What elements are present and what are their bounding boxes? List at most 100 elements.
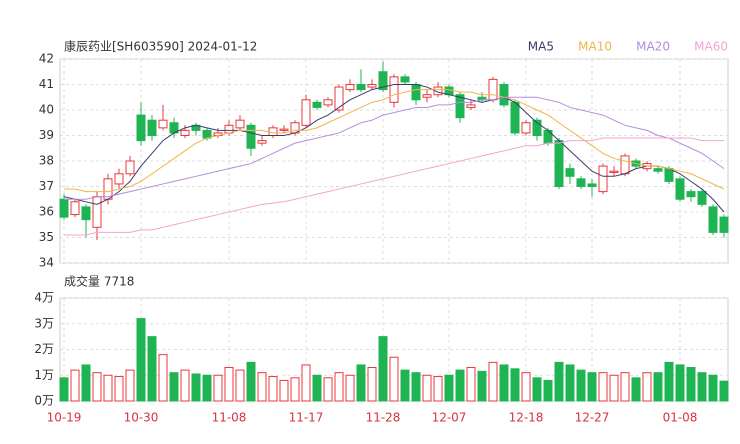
- ma-line: [64, 137, 724, 236]
- volume-bar: [598, 372, 608, 402]
- volume-bar: [345, 374, 355, 402]
- x-tick-label: 11-08: [212, 411, 247, 425]
- candle-body: [367, 84, 377, 88]
- candle-body: [279, 128, 289, 131]
- candle-body: [246, 124, 256, 149]
- candle-body: [455, 94, 465, 119]
- volume-bar: [653, 372, 663, 402]
- volume-bar: [70, 369, 80, 402]
- candle-body: [334, 86, 344, 111]
- volume-bar: [180, 369, 190, 402]
- candle-body: [268, 127, 278, 136]
- volume-bar: [664, 361, 674, 402]
- volume-bar: [708, 374, 718, 402]
- y-tick-label: 38: [39, 154, 54, 168]
- legend-entry: MA20: [636, 40, 670, 54]
- volume-bar: [422, 374, 432, 402]
- volume-bar: [191, 373, 201, 402]
- volume-bar: [59, 377, 69, 402]
- y-tick-label: 41: [39, 77, 54, 91]
- candle-body: [532, 119, 542, 136]
- candle-body: [609, 170, 619, 173]
- volume-bar: [554, 361, 564, 402]
- volume-bar: [158, 354, 168, 402]
- ma-line: [64, 89, 725, 193]
- candle-body: [521, 122, 531, 134]
- volume-bar: [224, 367, 234, 402]
- volume-bar: [103, 374, 113, 402]
- volume-bar: [323, 377, 333, 402]
- volume-bar: [356, 364, 366, 402]
- candle-body: [235, 119, 245, 129]
- x-tick-label: 12-07: [432, 411, 467, 425]
- volume-bar: [246, 361, 256, 402]
- candle-body: [400, 76, 410, 83]
- candle-body: [378, 71, 388, 91]
- volume-bar: [389, 356, 399, 402]
- volume-bar: [378, 336, 388, 402]
- candle-body: [125, 160, 135, 175]
- volume-bar: [697, 372, 707, 402]
- chart-title: 康辰药业[SH603590] 2024-01-12: [64, 39, 257, 54]
- candle-body: [323, 99, 333, 106]
- y-tick-label: 37: [39, 179, 54, 193]
- candle-body: [345, 84, 355, 91]
- candle-body: [136, 114, 146, 142]
- y-tick-label: 35: [39, 230, 54, 244]
- volume-bar: [510, 368, 520, 402]
- candle-body: [92, 196, 102, 228]
- volume-bar: [202, 374, 212, 402]
- volume-bar: [114, 376, 124, 402]
- legend-entry: MA60: [694, 40, 728, 54]
- volume-bar: [620, 372, 630, 402]
- legend-entry: MA5: [528, 40, 554, 54]
- volume-bar: [532, 377, 542, 402]
- y-tick-label: 3万: [34, 316, 54, 330]
- y-tick-label: 4万: [34, 291, 54, 305]
- x-tick-label: 11-17: [289, 411, 324, 425]
- candle-body: [719, 216, 729, 233]
- y-tick-label: 39: [39, 128, 54, 142]
- volume-bar: [433, 376, 443, 402]
- candle-body: [686, 191, 696, 198]
- x-tick-label: 01-08: [663, 411, 698, 425]
- volume-bar: [631, 377, 641, 402]
- y-tick-label: 1万: [34, 368, 54, 382]
- volume-bar: [411, 372, 421, 402]
- candle-body: [81, 206, 91, 221]
- candle-body: [257, 140, 267, 144]
- candle-body: [433, 86, 443, 96]
- candle-body: [598, 165, 608, 193]
- volume-bar: [400, 369, 410, 402]
- volume-bar: [235, 369, 245, 402]
- volume-bar: [312, 374, 322, 402]
- candle-body: [59, 198, 69, 218]
- candle-body: [543, 129, 553, 144]
- legend-entry: MA10: [578, 40, 612, 54]
- volume-bar: [136, 318, 146, 402]
- volume-bar: [576, 369, 586, 402]
- candle-body: [675, 178, 685, 200]
- candle-body: [411, 84, 421, 101]
- candle-body: [422, 94, 432, 98]
- volume-bar: [169, 372, 179, 402]
- volume-bar: [565, 364, 575, 402]
- x-tick-label: 10-19: [47, 411, 82, 425]
- candle-body: [301, 99, 311, 126]
- volume-bar: [609, 374, 619, 402]
- candle-body: [147, 119, 157, 136]
- volume-bar: [125, 369, 135, 402]
- candle-body: [620, 155, 630, 175]
- ma-line: [63, 84, 725, 213]
- candle-body: [356, 84, 366, 91]
- volume-bar: [334, 372, 344, 402]
- volume-bar: [477, 370, 487, 402]
- volume-bar: [367, 367, 377, 402]
- y-tick-label: 42: [39, 52, 54, 66]
- volume-bar: [290, 377, 300, 402]
- candle-body: [587, 183, 597, 187]
- volume-bar: [81, 364, 91, 402]
- y-tick-label: 36: [39, 205, 54, 219]
- candle-body: [697, 191, 707, 205]
